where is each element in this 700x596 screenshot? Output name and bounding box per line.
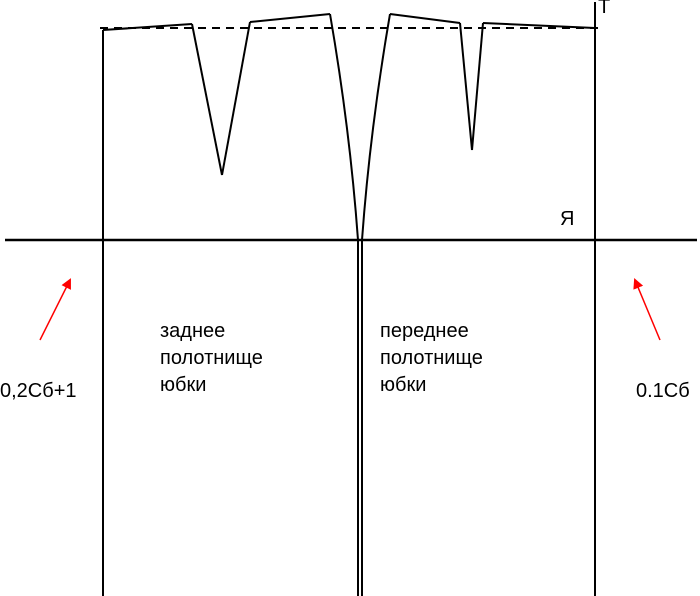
left-formula-label: 0,2Сб+1 (0, 380, 77, 403)
point-t-label: Т (598, 0, 610, 19)
right-formula-label: 0.1Сб (636, 380, 690, 403)
side-dart-back (330, 14, 358, 240)
right-arrow (635, 280, 660, 340)
back-dart-left (192, 24, 222, 175)
front-dart-right (472, 23, 483, 150)
front-panel-label: переднее полотнище юбки (380, 318, 483, 399)
left-arrow (40, 280, 70, 340)
side-dart-front (362, 14, 390, 240)
front-dart-left (460, 23, 472, 150)
point-ya-label: Я (560, 208, 574, 231)
skirt-draft-diagram (0, 0, 700, 596)
back-dart-right (222, 22, 250, 175)
back-panel-label: заднее полотнище юбки (160, 318, 263, 399)
